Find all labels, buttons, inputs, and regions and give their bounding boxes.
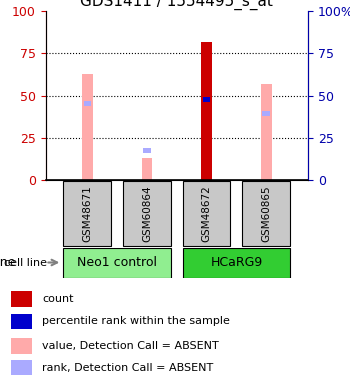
Text: Neo1 control: Neo1 control xyxy=(77,256,157,269)
Text: cell line: cell line xyxy=(4,258,47,267)
Bar xyxy=(10,338,32,354)
Bar xyxy=(261,84,272,180)
FancyBboxPatch shape xyxy=(242,182,290,246)
FancyBboxPatch shape xyxy=(183,248,290,278)
FancyBboxPatch shape xyxy=(183,182,230,246)
FancyBboxPatch shape xyxy=(63,182,111,246)
Bar xyxy=(201,42,212,180)
Text: cell line: cell line xyxy=(0,256,16,269)
Bar xyxy=(262,111,270,116)
Text: HCaRG9: HCaRG9 xyxy=(210,256,262,269)
Text: GSM60865: GSM60865 xyxy=(261,186,271,242)
Bar xyxy=(143,148,151,153)
Bar xyxy=(10,360,32,375)
Bar xyxy=(84,101,91,106)
Bar xyxy=(82,74,93,180)
Bar xyxy=(203,98,210,102)
Text: GSM48671: GSM48671 xyxy=(82,185,92,242)
Text: rank, Detection Call = ABSENT: rank, Detection Call = ABSENT xyxy=(42,363,213,373)
Text: count: count xyxy=(42,294,74,304)
FancyBboxPatch shape xyxy=(123,182,171,246)
Text: percentile rank within the sample: percentile rank within the sample xyxy=(42,316,230,326)
Bar xyxy=(10,291,32,307)
Text: value, Detection Call = ABSENT: value, Detection Call = ABSENT xyxy=(42,341,219,351)
Bar xyxy=(141,158,152,180)
Text: GSM48672: GSM48672 xyxy=(202,185,212,242)
FancyBboxPatch shape xyxy=(63,248,171,278)
Text: GSM60864: GSM60864 xyxy=(142,186,152,242)
Title: GDS1411 / 1554495_s_at: GDS1411 / 1554495_s_at xyxy=(80,0,273,10)
Bar xyxy=(10,314,32,329)
